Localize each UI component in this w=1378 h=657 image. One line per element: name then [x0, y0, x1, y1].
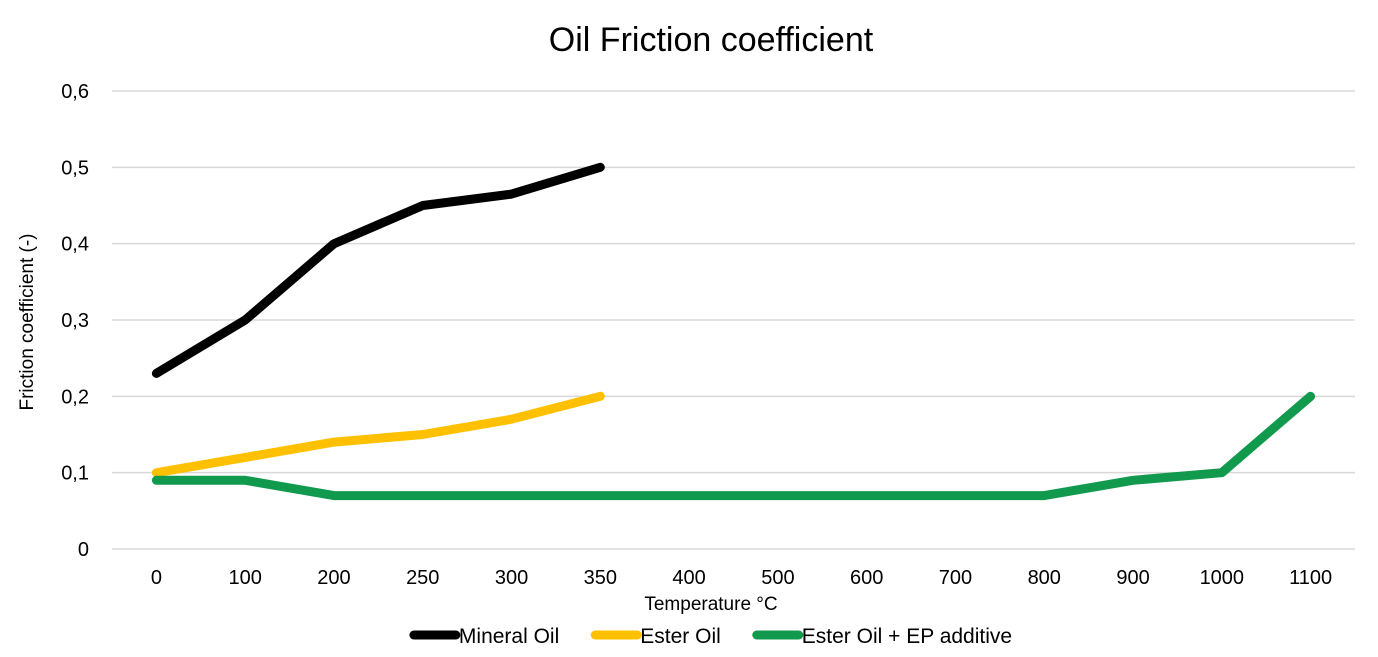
x-tick-label: 500 — [761, 567, 794, 589]
x-tick-label: 400 — [672, 567, 705, 589]
legend-item: Ester Oil + EP additive — [752, 625, 1012, 648]
y-tick-label: 0,1 — [61, 463, 89, 485]
series-line-0 — [151, 162, 605, 378]
gridlines — [112, 90, 1355, 550]
series-line-2 — [151, 391, 1316, 501]
chart-title: Oil Friction coefficient — [549, 21, 874, 59]
x-axis-tick-labels: 0 100 200 250 300 350 400 500 600 700 800 900 1000 11… — [151, 567, 1332, 589]
y-tick-label: 0,5 — [61, 157, 89, 179]
x-tick-label: 0 — [151, 567, 162, 589]
legend-item: Mineral Oil — [409, 625, 559, 648]
y-tick-label: 0,2 — [61, 386, 89, 408]
x-tick-label: 700 — [939, 567, 972, 589]
y-tick-label: 0,6 — [61, 81, 89, 103]
y-tick-label: 0,4 — [61, 234, 89, 256]
series-lines — [151, 162, 1316, 501]
x-tick-label: 900 — [1116, 567, 1149, 589]
x-tick-label: 100 — [228, 567, 261, 589]
x-tick-label: 200 — [317, 567, 350, 589]
legend-item: Ester Oil — [590, 625, 721, 648]
x-tick-label: 1100 — [1289, 567, 1332, 589]
y-tick-label: 0,3 — [61, 310, 89, 332]
x-tick-label: 250 — [406, 567, 439, 589]
series-line-1 — [151, 391, 605, 478]
legend-label: Ester Oil — [640, 625, 721, 648]
y-axis-label: Friction coefficient (-) — [17, 233, 38, 410]
y-tick-label: 0 — [78, 539, 89, 561]
x-axis-label: Temperature °C — [644, 594, 777, 615]
x-tick-label: 300 — [495, 567, 528, 589]
y-axis-tick-labels: 0 0,1 0,2 0,3 0,4 0,5 0,6 — [61, 81, 89, 561]
legend-label: Mineral Oil — [459, 625, 559, 648]
x-tick-label: 600 — [850, 567, 883, 589]
x-tick-label: 350 — [584, 567, 617, 589]
legend: Mineral Oil Ester Oil Ester Oil + EP addit… — [409, 625, 1012, 648]
x-tick-label: 1000 — [1200, 567, 1245, 589]
x-tick-label: 800 — [1028, 567, 1061, 589]
legend-label: Ester Oil + EP additive — [802, 625, 1012, 648]
